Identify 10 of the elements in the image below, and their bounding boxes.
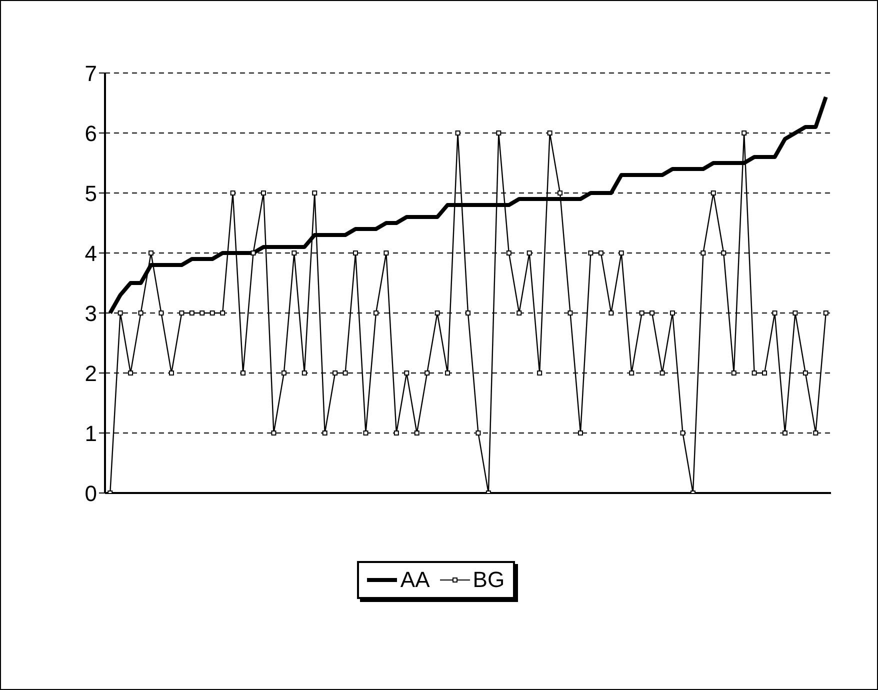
y-tick-label: 6 bbox=[84, 120, 97, 146]
y-tick-label: 4 bbox=[84, 240, 97, 266]
legend-label: BG bbox=[472, 567, 505, 593]
y-tick-label: 5 bbox=[84, 180, 97, 206]
y-tick-label: 1 bbox=[84, 420, 97, 446]
legend-label: AA bbox=[400, 567, 430, 593]
y-tick-label: 3 bbox=[84, 300, 97, 326]
y-tick-label: 0 bbox=[84, 480, 97, 506]
y-tick-label: 7 bbox=[84, 60, 97, 86]
y-tick-label: 2 bbox=[84, 360, 97, 386]
